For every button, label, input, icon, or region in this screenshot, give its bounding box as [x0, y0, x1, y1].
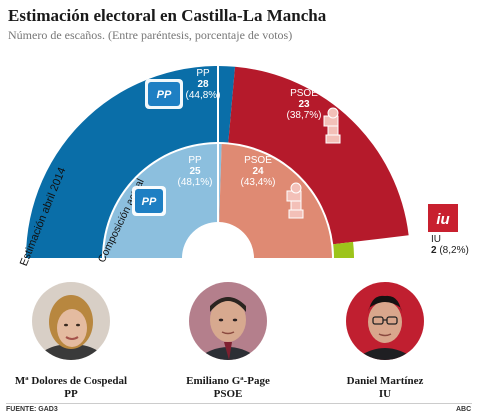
svg-text:iu: iu [436, 211, 449, 228]
portrait-martinez [346, 282, 424, 360]
pp-logo-icon: PP [132, 186, 166, 216]
outer-label-psoe-party: PSOE [290, 88, 318, 99]
outer-slice-pp [26, 65, 236, 258]
inner-label-pp-pct: (48,1%) [177, 177, 212, 188]
outer-slice-iu [333, 241, 354, 258]
inner-label-psoe-pct: (43,4%) [240, 177, 275, 188]
pp-logo-icon: PP [145, 79, 183, 109]
footer-source: FUENTE: GAD3 [6, 406, 58, 413]
martinez-photo-icon [346, 282, 424, 360]
candidate-name-cospedal: Mª Dolores de Cospedal PP [0, 375, 146, 401]
candidate-party: PSOE [213, 388, 243, 400]
inner-label-psoe-seats: 24 [252, 166, 264, 177]
candidate-party: IU [378, 388, 392, 400]
chart-subtitle: Número de escaños. (Entre paréntesis, po… [8, 28, 293, 42]
page-photo-icon [189, 282, 267, 360]
outer-label-pp-party: PP [196, 68, 210, 79]
inner-label-pp-seats: 25 [189, 166, 201, 177]
outer-label-iu-party: IU [431, 234, 441, 245]
outer-label-psoe-pct: (38,7%) [286, 110, 321, 121]
outer-label-pp-seats: 28 [197, 79, 209, 90]
inner-slice-psoe [219, 144, 332, 258]
footer-brand: ABC [456, 406, 472, 413]
candidate-name: Daniel Martínez [346, 375, 424, 387]
outer-slice-psoe [228, 66, 409, 245]
iu-logo-icon: iu [428, 204, 458, 232]
inner-label-psoe-party: PSOE [244, 155, 272, 166]
psoe-rose-logo-icon [323, 107, 341, 144]
inner-label-pp-party: PP [188, 155, 202, 166]
svg-text:PP: PP [157, 89, 172, 101]
candidate-party: PP [64, 388, 78, 400]
outer-label-iu-values: 2 (8,2%) [431, 245, 469, 256]
svg-text:PP: PP [142, 196, 157, 208]
candidate-name-martinez: Daniel Martínez IU [310, 375, 460, 401]
candidate-name-page: Emiliano Gª-Page PSOE [153, 375, 303, 401]
outer-label-pp-pct: (44,8%) [185, 90, 220, 101]
footer-divider [6, 403, 472, 404]
candidate-name: Mª Dolores de Cospedal [14, 375, 128, 387]
portrait-page [189, 282, 267, 360]
psoe-rose-logo-icon [286, 182, 304, 219]
candidate-name: Emiliano Gª-Page [186, 375, 270, 387]
outer-label-psoe-seats: 23 [298, 99, 310, 110]
cospedal-photo-icon [32, 282, 110, 360]
portrait-cospedal [32, 282, 110, 360]
chart-title: Estimación electoral en Castilla-La Manc… [8, 6, 327, 25]
